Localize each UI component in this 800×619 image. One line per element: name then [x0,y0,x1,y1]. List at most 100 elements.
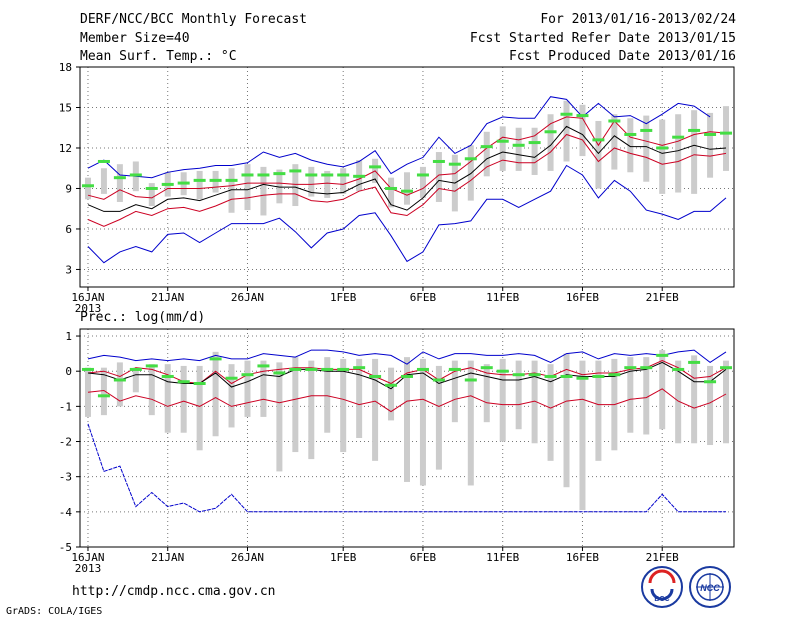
median-marker [145,186,158,190]
box-bar [308,166,315,197]
box-bar [579,360,586,511]
median-marker [177,380,190,384]
median-marker [528,373,541,377]
box-bar [563,353,570,488]
plot-frame [79,66,735,288]
x-year-label: 2013 [75,562,102,575]
x-tick-label: 16FEB [566,291,599,304]
median-marker [432,159,445,163]
median-marker [81,367,94,371]
y-tick-label: -2 [59,436,72,449]
median-marker [257,173,270,177]
box-bar [388,177,395,208]
x-tick-label: 21FEB [646,291,679,304]
median-marker [608,119,621,123]
box-bar [404,172,410,205]
median-marker [401,189,413,193]
box-bar [611,114,618,170]
box-bar [196,170,203,200]
median-marker [480,145,493,149]
box-bar [100,367,107,416]
median-marker [528,141,541,145]
y-tick-label: 18 [59,61,72,74]
box-bar [643,357,650,435]
median-marker [512,143,525,147]
median-marker [129,367,142,371]
median-marker [496,369,509,373]
y-tick-label: -4 [59,506,73,519]
y-tick-label: -1 [59,400,72,413]
fcst-started-date: Fcst Started Refer Date 2013/01/15 [469,31,736,46]
y-tick-label: 3 [65,263,72,276]
x-tick-label: 26JAN [231,551,264,564]
median-marker [241,373,254,377]
median-marker [305,173,318,177]
median-marker [161,182,174,186]
median-marker [592,374,605,378]
box-bar [435,152,442,202]
median-marker [337,173,350,177]
source-url[interactable]: http://cmdp.ncc.cma.gov.cn [72,584,276,599]
median-marker [273,172,286,176]
median-marker [464,157,477,161]
x-tick-label: 21JAN [151,291,184,304]
median-marker [177,181,190,185]
median-marker [560,374,573,378]
series-mean [87,125,727,212]
median-marker [688,128,701,132]
x-tick-label: 6FEB [410,291,437,304]
median-marker [385,383,398,387]
box-bar [308,360,315,460]
y-tick-label: 6 [65,223,72,236]
box-bar [244,164,251,211]
box-bar [228,364,235,428]
median-marker [560,112,573,116]
series-lower [87,388,727,413]
svg-text:NCC: NCC [700,583,720,593]
median-marker [416,367,429,371]
median-marker [576,114,589,118]
x-tick-label: 21JAN [151,551,184,564]
fcst-produced-date: Fcst Produced Date 2013/01/16 [509,49,736,64]
box-bar [419,166,426,198]
median-marker [289,169,302,173]
median-marker [129,173,142,177]
median-marker [544,130,557,134]
box-bar [276,169,283,204]
median-marker [369,374,382,378]
box-bar [292,357,299,453]
box-bar [467,360,474,486]
median-marker [704,132,717,136]
median-marker [193,178,206,182]
x-year-label: 2013 [75,302,102,315]
median-marker [97,159,110,163]
median-marker [448,367,461,371]
median-marker [704,380,717,384]
box-bar [547,114,554,171]
median-marker [416,173,429,177]
median-marker [592,138,605,142]
box-bar [356,358,363,438]
median-marker [193,382,206,385]
series-min [87,164,727,264]
series-max [87,96,711,179]
box-bar [643,115,650,182]
box-bar [499,358,506,442]
box-bar [244,360,251,417]
box-bar [212,351,219,437]
box-bar [483,131,490,177]
box-bar [132,367,139,393]
bcc-logo: BCC [641,566,683,608]
median-marker [321,367,334,371]
median-marker [544,374,557,378]
median-marker [161,374,174,378]
box-bar [675,360,682,444]
median-marker [353,174,366,178]
median-marker [385,186,398,190]
median-marker [640,366,653,370]
median-marker [576,376,589,380]
median-marker [321,173,334,177]
box-bar [228,168,235,213]
box-bar [180,365,187,433]
median-marker [113,176,126,180]
